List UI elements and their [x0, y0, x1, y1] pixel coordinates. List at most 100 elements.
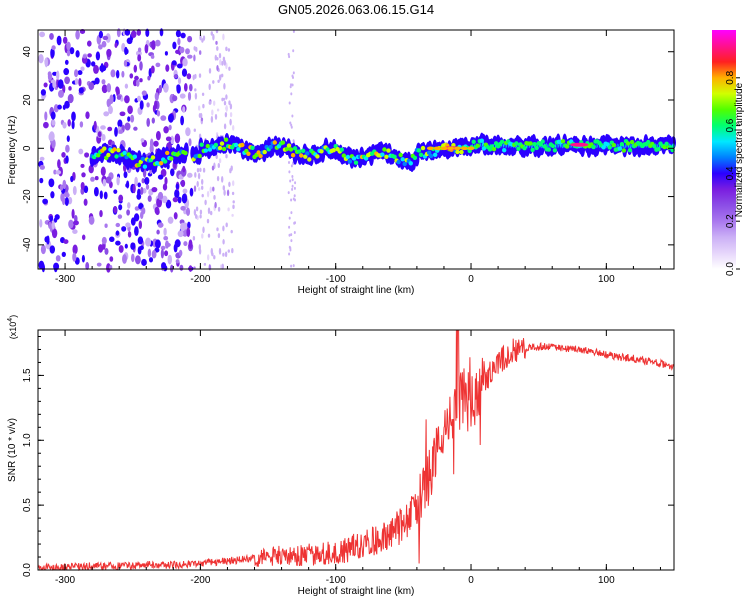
spectrogram-cell	[163, 126, 169, 134]
spectrogram-cell	[195, 206, 199, 212]
spectrogram-cell	[94, 175, 99, 181]
spectrogram-cell	[49, 215, 54, 222]
spectrogram-cell	[129, 73, 134, 79]
spectrogram-cell	[137, 54, 142, 62]
spectrogram-cell	[109, 236, 115, 243]
spectrogram-cell	[49, 32, 54, 40]
spectrogram-cell	[155, 62, 161, 68]
snr-panel: -300 -200 -100 0 100 0.0 0.5 1.0 1.5 Height of s…	[7, 315, 675, 597]
spectrogram-cell	[646, 139, 651, 145]
spectrogram-cell	[139, 61, 143, 71]
spectrogram-cell	[223, 137, 229, 142]
spectrogram-cell	[99, 210, 103, 218]
spectrogram-cell	[140, 138, 145, 143]
spectrogram-cell	[91, 61, 96, 67]
spectrogram-cell	[214, 201, 217, 209]
spectrogram-cell	[214, 113, 218, 120]
snr-scale-close: )	[8, 315, 18, 318]
spectrogram-cell	[188, 239, 193, 249]
spectrogram-cell	[55, 255, 61, 262]
spectrogram-cell	[228, 100, 231, 106]
spectrogram-cell	[183, 150, 188, 156]
spectrogram-cell	[627, 148, 633, 153]
spectrogram-cell	[258, 153, 263, 159]
spectrogram-cell	[516, 146, 521, 151]
spectrogram-cell	[42, 198, 48, 205]
spectrogram-cell	[115, 69, 120, 79]
spectrogram-ytick-label: -40	[22, 237, 33, 252]
snr-scale-base: (x10	[8, 322, 18, 340]
spectrogram-cell	[290, 164, 293, 168]
spectrogram-cell	[177, 196, 182, 204]
spectrogram-xtick-label: 100	[598, 274, 615, 285]
spectrogram-cell	[119, 111, 126, 117]
spectrogram-cell	[625, 141, 631, 146]
spectrogram-xtick-label: -100	[326, 274, 346, 285]
spectrogram-cell	[230, 229, 233, 234]
spectrogram-cell	[175, 30, 181, 38]
spectrogram-cell	[65, 193, 70, 198]
spectrogram-cell	[115, 86, 120, 94]
spectrogram-cell	[168, 124, 172, 131]
spectrogram-cell	[201, 178, 204, 185]
spectrogram-cell	[187, 54, 193, 59]
spectrogram-cell	[187, 91, 192, 101]
spectrogram-cell	[420, 145, 426, 151]
spectrogram-cell	[181, 68, 188, 77]
spectrogram-cell	[83, 198, 88, 206]
spectrogram-cell	[202, 103, 205, 109]
spectrogram-cell	[231, 213, 234, 217]
spectrogram-cell	[292, 197, 295, 201]
colorbar-tick-label: 0.0	[725, 262, 736, 276]
spectrogram-cell	[231, 191, 235, 196]
snr-xtick-label: -200	[190, 575, 210, 586]
spectrogram-cell	[78, 87, 84, 94]
spectrogram-cell	[392, 154, 397, 159]
spectrogram-cell	[188, 83, 193, 92]
spectrogram-cell	[402, 161, 407, 167]
spectrogram-cell	[164, 250, 169, 257]
spectrogram-cell	[293, 231, 296, 234]
spectrogram-cell	[291, 178, 294, 182]
spectrogram-cell	[290, 92, 293, 96]
spectrogram-cell	[213, 142, 219, 148]
spectrogram-cell	[101, 133, 106, 142]
spectrogram-cell	[208, 264, 211, 271]
spectrogram-cell	[155, 130, 161, 141]
spectrogram-cell	[182, 188, 188, 194]
spectrogram-cell	[173, 243, 178, 253]
spectrogram-cell	[221, 97, 224, 102]
spectrogram-cell	[288, 101, 291, 105]
spectrogram-xlabel: Height of straight line (km)	[298, 285, 415, 296]
spectrogram-cell	[51, 138, 56, 149]
spectrogram-cell	[199, 209, 203, 215]
spectrogram-cell	[169, 156, 174, 161]
spectrogram-cell	[180, 205, 186, 211]
spectrogram-cell	[460, 146, 468, 151]
spectrogram-cell	[98, 30, 104, 39]
spectrogram-cell	[174, 133, 181, 144]
spectrogram-cell	[71, 208, 75, 219]
spectrogram-cell	[202, 35, 206, 41]
spectrogram-cell	[315, 154, 320, 159]
spectrogram-cell	[158, 161, 164, 166]
spectrogram-cell	[68, 219, 74, 229]
spectrogram-cell	[124, 83, 129, 89]
spectrogram-cell	[139, 211, 144, 219]
spectrogram-cell	[288, 245, 291, 249]
spectrogram-cell	[125, 222, 131, 228]
spectrogram-cell	[222, 239, 225, 245]
spectrogram-cell	[39, 156, 45, 161]
spectrogram-cell	[177, 37, 181, 46]
colorbar-ticks: 0.0 0.2 0.4 0.6 0.8	[725, 70, 740, 276]
spectrogram-cell	[416, 148, 422, 153]
spectrogram-cell	[219, 58, 222, 66]
spectrogram-cell	[217, 233, 221, 239]
spectrogram-cell	[386, 148, 391, 153]
spectrogram-cell	[39, 31, 46, 38]
spectrogram-cell	[232, 180, 235, 187]
spectrogram-cell	[176, 63, 183, 69]
spectrogram-cell	[290, 264, 293, 268]
spectrogram-cell	[225, 105, 228, 112]
snr-ytick-label: 0.0	[22, 563, 33, 577]
